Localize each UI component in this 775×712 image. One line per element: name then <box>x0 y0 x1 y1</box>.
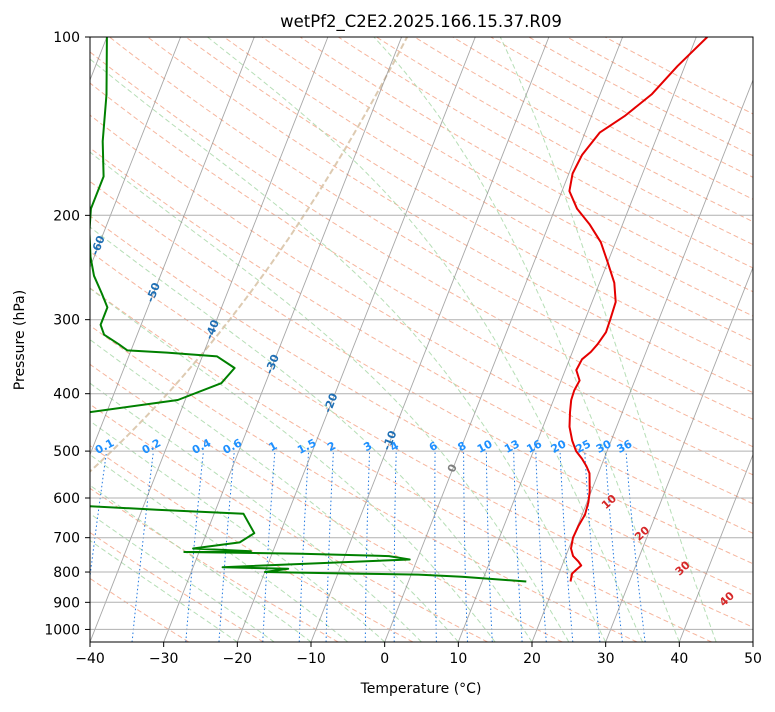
y-tick-label: 500 <box>53 444 80 460</box>
x-axis-label: Temperature (°C) <box>360 681 482 697</box>
x-tick-label: 0 <box>380 651 389 667</box>
y-tick-label: 700 <box>53 531 80 547</box>
x-tick-label: −10 <box>296 651 326 667</box>
x-tick-label: 30 <box>597 651 615 667</box>
x-tick-label: 40 <box>670 651 688 667</box>
y-tick-label: 900 <box>53 595 80 611</box>
y-tick-label: 600 <box>53 491 80 507</box>
y-tick-label: 300 <box>53 313 80 329</box>
x-tick-label: −30 <box>149 651 179 667</box>
y-tick-label: 200 <box>53 208 80 224</box>
y-axis-label: Pressure (hPa) <box>12 290 28 390</box>
chart-title: wetPf2_C2E2.2025.166.15.37.R09 <box>280 12 562 32</box>
x-tick-label: −20 <box>223 651 253 667</box>
x-tick-label: 50 <box>744 651 762 667</box>
y-tick-label: 400 <box>53 387 80 403</box>
x-tick-label: 10 <box>449 651 467 667</box>
y-tick-label: 1000 <box>44 622 80 638</box>
x-tick-label: −40 <box>75 651 105 667</box>
y-tick-label: 800 <box>53 565 80 581</box>
y-tick-label: 100 <box>53 30 80 46</box>
x-tick-label: 20 <box>523 651 541 667</box>
